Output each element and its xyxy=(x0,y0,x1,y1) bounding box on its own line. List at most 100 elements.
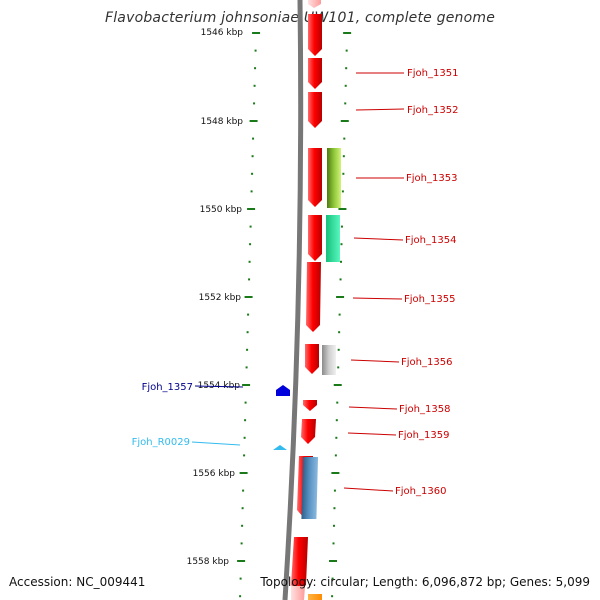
gene-arrow-bottom-pink xyxy=(291,586,305,600)
tick-mark xyxy=(333,489,336,492)
tick-mark xyxy=(331,577,334,580)
gene-arrow-fjoh-1354 xyxy=(308,215,322,261)
gene-labels: Fjoh_1351 Fjoh_1352 Fjoh_1353 Fjoh_1354 … xyxy=(132,68,459,497)
tick-mark xyxy=(239,595,242,598)
tick-mark xyxy=(338,208,347,210)
tick-mark xyxy=(253,102,256,105)
tick-mark xyxy=(247,208,256,210)
tick-mark xyxy=(254,67,257,70)
tick-mark xyxy=(333,384,342,386)
tick-mark xyxy=(340,243,343,246)
tick-mark xyxy=(246,348,249,351)
tick-mark xyxy=(334,454,337,457)
genome-backbone xyxy=(282,0,304,600)
gene-label-fjoh-1356: Fjoh_1356 xyxy=(401,357,452,368)
leader-fjoh-1355 xyxy=(352,297,403,300)
tick-mark xyxy=(251,172,254,175)
tick-mark xyxy=(245,366,248,369)
gene-features xyxy=(273,0,341,600)
tick-mark xyxy=(240,542,243,545)
tick-mark xyxy=(246,331,249,334)
tick-mark xyxy=(252,137,255,140)
tick-mark xyxy=(338,313,341,316)
tick-mark xyxy=(331,472,340,474)
leader-fjoh-r0029 xyxy=(191,441,241,446)
tick-track xyxy=(237,32,352,598)
tick-mark xyxy=(249,243,252,246)
tick-mark xyxy=(248,278,251,281)
tick-mark xyxy=(242,384,251,386)
tick-mark xyxy=(333,507,336,510)
tick-mark xyxy=(340,225,343,228)
gene-arrow-upper xyxy=(308,14,322,56)
tick-mark xyxy=(343,32,352,34)
topology-text: Topology: circular; Length: 6,096,872 bp… xyxy=(260,575,590,589)
tick-mark xyxy=(335,436,338,439)
gene-label-fjoh-1357: Fjoh_1357 xyxy=(142,382,193,393)
tick-label: 1550 kbp xyxy=(200,205,243,215)
gene-arrow-fjoh-1353 xyxy=(308,148,322,207)
tick-mark xyxy=(335,419,338,422)
accession-text: Accession: NC_009441 xyxy=(9,575,146,589)
leader-fjoh-1352 xyxy=(355,108,405,111)
gene-label-fjoh-1355: Fjoh_1355 xyxy=(404,294,455,305)
tick-mark xyxy=(332,542,335,545)
gene-arrow-bottom xyxy=(291,537,308,592)
tick-label: 1552 kbp xyxy=(199,293,242,303)
tick-label: 1556 kbp xyxy=(193,469,236,479)
tick-label: 1548 kbp xyxy=(201,117,244,127)
tick-mark xyxy=(250,190,253,193)
gene-arrow-top-partial xyxy=(308,0,321,8)
tick-mark xyxy=(344,84,347,87)
tick-mark xyxy=(340,260,343,263)
tick-mark xyxy=(248,260,251,263)
gene-arrow-fjoh-1357 xyxy=(276,385,290,396)
tick-mark xyxy=(336,296,345,298)
tick-mark xyxy=(244,419,247,422)
gene-label-fjoh-1354: Fjoh_1354 xyxy=(405,235,456,246)
tick-mark xyxy=(249,120,258,122)
leader-fjoh-1358 xyxy=(348,406,398,410)
gene-arrow-fjoh-1351 xyxy=(308,58,322,89)
tick-mark xyxy=(244,296,253,298)
tick-mark xyxy=(244,401,247,404)
cog-block-orange xyxy=(308,594,322,600)
gene-label-fjoh-r0029: Fjoh_R0029 xyxy=(132,437,190,448)
gene-arrow-fjoh-1359 xyxy=(301,419,316,444)
tick-mark xyxy=(342,155,345,158)
gene-arrow-fjoh-1352 xyxy=(308,92,322,128)
cog-block-steel xyxy=(301,457,319,519)
tick-mark xyxy=(249,225,252,228)
gene-label-fjoh-1351: Fjoh_1351 xyxy=(407,68,458,79)
tick-mark xyxy=(242,489,245,492)
tick-mark xyxy=(251,155,254,158)
gene-arrow-fjoh-1358 xyxy=(303,400,317,411)
tick-mark xyxy=(254,49,257,52)
tick-mark xyxy=(337,366,340,369)
leader-fjoh-1359 xyxy=(347,432,397,436)
cog-block-teal xyxy=(326,215,340,262)
gene-label-fjoh-1360: Fjoh_1360 xyxy=(395,486,446,497)
tick-mark xyxy=(243,436,246,439)
cog-block-olive xyxy=(327,148,341,208)
tick-label: 1546 kbp xyxy=(201,28,244,38)
tick-mark xyxy=(329,560,338,562)
label-leaders xyxy=(191,72,405,492)
tick-mark xyxy=(239,472,248,474)
leader-fjoh-1356 xyxy=(350,359,400,363)
tick-mark xyxy=(332,524,335,527)
tick-mark xyxy=(253,84,256,87)
leader-fjoh-1354 xyxy=(353,237,404,241)
gene-arrow-fjoh-1355 xyxy=(306,262,321,332)
leader-fjoh-1357 xyxy=(194,385,244,388)
gene-label-fjoh-1352: Fjoh_1352 xyxy=(407,105,458,116)
tick-labels: 1546 kbp 1548 kbp 1550 kbp 1552 kbp 1554… xyxy=(187,28,244,567)
leader-fjoh-1360 xyxy=(343,487,394,492)
tick-mark xyxy=(241,507,244,510)
tick-mark xyxy=(345,67,348,70)
gene-arrow-fjoh-1356 xyxy=(305,344,319,374)
tick-mark xyxy=(337,348,340,351)
tick-label: 1558 kbp xyxy=(187,557,230,567)
tick-mark xyxy=(252,32,261,34)
